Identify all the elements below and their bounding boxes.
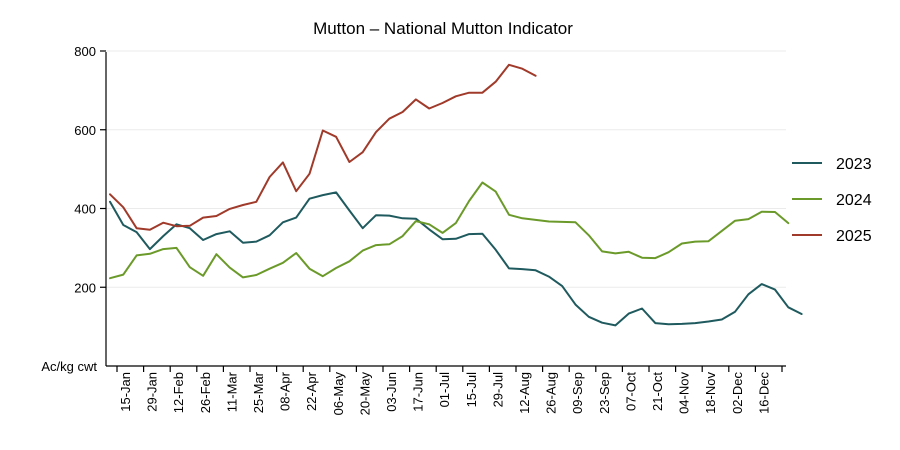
x-tick-label: 18-Nov	[703, 372, 718, 414]
series-line-2025	[109, 63, 537, 231]
x-tick-label: 26-Aug	[544, 372, 559, 414]
x-tick-label: 23-Sep	[597, 372, 612, 414]
legend-label: 2024	[836, 192, 872, 209]
x-tick-label: 12-Feb	[171, 372, 186, 413]
series-lines	[109, 63, 803, 327]
x-tick-label: 07-Oct	[623, 372, 638, 411]
x-tick-label: 06-May	[331, 372, 346, 416]
x-tick-label: 11-Mar	[224, 371, 239, 412]
x-tick-label: 16-Dec	[756, 372, 771, 414]
x-tick-label: 15-Jan	[118, 372, 133, 412]
x-axis-ticks: 15-Jan 29-Jan 12-Feb 26-Feb 11-Mar 25-Mar 08-A…	[116, 366, 783, 416]
x-tick-label: 04-Nov	[677, 372, 692, 414]
x-tick-label: 22-Apr	[304, 371, 319, 411]
x-tick-label: 15-Jul	[464, 372, 479, 408]
x-tick-label: 17-Jun	[411, 372, 426, 412]
x-tick-label: 26-Feb	[198, 372, 213, 413]
x-tick-label: 08-Apr	[278, 371, 293, 411]
legend-label: 2025	[836, 228, 872, 245]
legend-label: 2023	[836, 156, 872, 173]
x-tick-label: 25-Mar	[251, 371, 266, 413]
series-line-2024	[109, 181, 790, 280]
x-tick-label: 21-Oct	[650, 372, 665, 411]
y-tick-label: 200	[74, 280, 96, 295]
x-tick-label: 03-Jun	[384, 372, 399, 412]
x-tick-label: 09-Sep	[570, 372, 585, 414]
x-tick-label: 12-Aug	[517, 372, 532, 414]
series-line-2023	[109, 191, 803, 327]
x-tick-label: 02-Dec	[730, 372, 745, 414]
gridlines	[106, 50, 786, 288]
y-tick-label: 800	[74, 44, 96, 59]
x-tick-label: 29-Jul	[490, 372, 505, 408]
y-tick-label: 400	[74, 202, 96, 217]
chart-title: Mutton – National Mutton Indicator	[313, 19, 573, 38]
y-tick-label: 600	[74, 123, 96, 138]
y-axis-ticks: 200 400 600 800	[74, 44, 106, 295]
y-axis-label: Ac/kg cwt	[41, 359, 97, 374]
x-tick-label: 01-Jul	[437, 372, 452, 408]
legend: 2023 2024 2025	[792, 156, 872, 245]
x-tick-label: 29-Jan	[145, 372, 160, 412]
x-tick-label: 20-May	[357, 372, 372, 416]
